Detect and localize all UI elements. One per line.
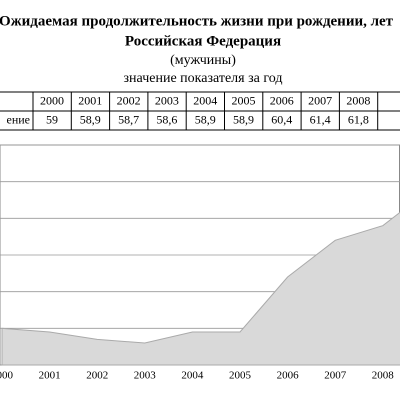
group-label: (мужчины) xyxy=(170,53,236,68)
column-header: 2000 xyxy=(40,93,64,107)
table-cell: 58,6 xyxy=(156,112,177,126)
x-tick-label: 2002 xyxy=(86,370,108,382)
title: Ожидаемая продолжительность жизни при ро… xyxy=(0,13,394,29)
x-tick-label: 2001 xyxy=(39,370,61,382)
column-header: 2008 xyxy=(346,93,370,107)
area xyxy=(1,211,400,366)
table-cell: 58,9 xyxy=(195,112,216,126)
row-label: ение xyxy=(7,112,31,126)
x-tick-label: 2006 xyxy=(277,370,300,382)
table-cell: 59 xyxy=(46,112,58,126)
table-cell: 61,8 xyxy=(348,112,369,126)
table-cell: 58,9 xyxy=(80,112,101,126)
x-tick-label: 2007 xyxy=(324,370,347,382)
column-header: 2003 xyxy=(155,93,179,107)
table-cell: 61,4 xyxy=(310,112,331,126)
subtitle: Российская Федерация xyxy=(125,33,281,49)
x-tick-label: 2000 xyxy=(0,370,14,382)
column-header: 2004 xyxy=(193,93,217,107)
column-header: 2006 xyxy=(270,93,294,107)
x-tick-label: 2003 xyxy=(134,370,157,382)
table-cell: 58,7 xyxy=(118,112,139,126)
table-cell: 58,9 xyxy=(233,112,254,126)
x-tick-label: 2008 xyxy=(372,370,395,382)
note: значение показателя за год xyxy=(124,71,283,86)
x-tick-label: 2005 xyxy=(229,370,252,382)
column-header: 2007 xyxy=(308,93,332,107)
column-header: 2005 xyxy=(232,93,256,107)
column-header: 2002 xyxy=(117,93,141,107)
table-cell: 60,4 xyxy=(271,112,292,126)
column-header: 2001 xyxy=(78,93,102,107)
x-tick-label: 2004 xyxy=(181,370,204,382)
